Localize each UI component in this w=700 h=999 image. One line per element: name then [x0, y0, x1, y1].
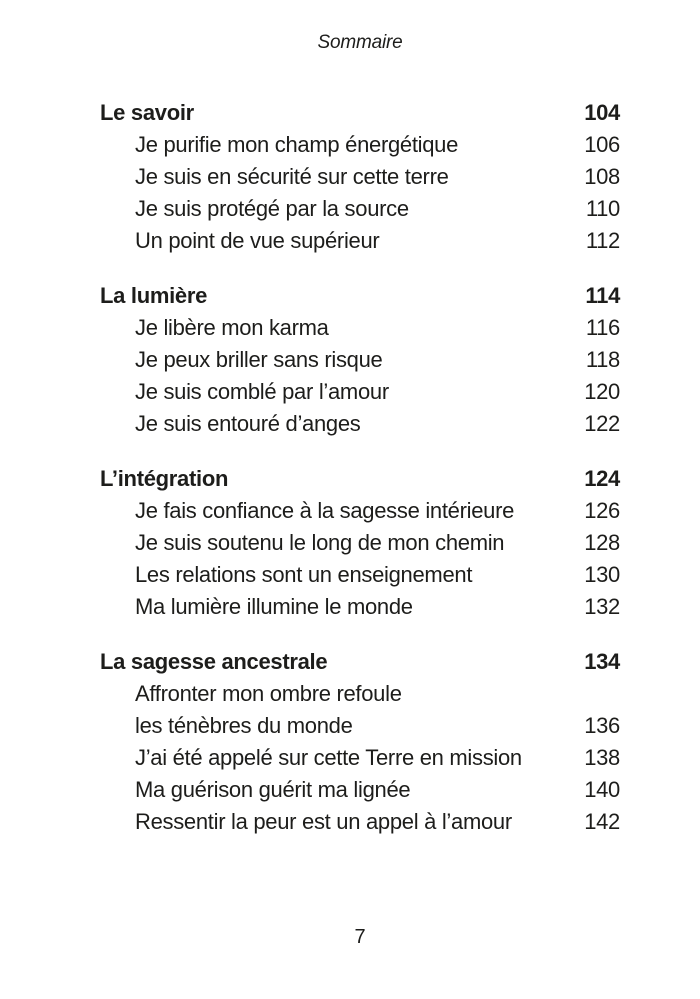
page-number: 7 [354, 926, 366, 948]
toc-entry-page: 128 [584, 530, 620, 555]
toc-entry: J’ai été appelé sur cette Terre en missi… [100, 742, 620, 774]
toc-entry-title: Ressentir la peur est un appel à l’amour [135, 809, 512, 834]
toc-entry-title: Je suis comblé par l’amour [135, 379, 389, 404]
toc-entry-title: Un point de vue supérieur [135, 228, 380, 253]
toc-entry-title: Je libère mon karma [135, 315, 329, 340]
toc-entry-title-line1: Affronter mon ombre refoule [135, 681, 402, 706]
toc-entry: Ressentir la peur est un appel à l’amour… [100, 806, 620, 838]
toc-section-title: L’intégration [100, 466, 229, 491]
toc-entry: Je suis en sécurité sur cette terre 108 [100, 161, 620, 193]
toc-section-page: 114 [585, 283, 620, 308]
toc-entry: Je libère mon karma 116 [100, 312, 620, 344]
toc-entry-title: J’ai été appelé sur cette Terre en missi… [135, 745, 522, 770]
page-title: Sommaire [317, 32, 403, 53]
toc-section-la-sagesse-ancestrale: La sagesse ancestrale 134 Affronter mon … [100, 646, 620, 838]
toc-entry-page: 112 [585, 228, 620, 253]
toc-entry: Les relations sont un enseignement 130 [100, 559, 620, 591]
toc-entry-page: 138 [584, 745, 620, 770]
toc-entry-page: 130 [584, 562, 620, 587]
toc-section-page: 104 [584, 100, 620, 125]
toc-entry: Ma guérison guérit ma lignée 140 [100, 774, 620, 806]
toc-section-le-savoir: Le savoir 104 Je purifie mon champ énerg… [100, 97, 620, 257]
toc-entry-title: Les relations sont un enseignement [135, 562, 473, 587]
toc-entry: Je purifie mon champ énergétique 106 [100, 129, 620, 161]
toc-entry-title-line2: les ténèbres du monde [135, 713, 353, 738]
toc-section-title: Le savoir [100, 100, 194, 125]
toc-entry: Un point de vue supérieur 112 [100, 225, 620, 257]
toc-entry-page: 116 [585, 315, 620, 340]
toc-entry-page: 132 [584, 594, 620, 619]
toc-section-heading: L’intégration 124 [100, 463, 620, 495]
toc-entry-page: 122 [584, 411, 620, 436]
toc-entry-page: 108 [584, 164, 620, 189]
toc-entry-title: Je suis en sécurité sur cette terre [135, 164, 449, 189]
toc-entry: Je suis protégé par la source 110 [100, 193, 620, 225]
toc-entry-page: 136 [584, 713, 620, 738]
toc-entry-page: 140 [584, 777, 620, 802]
toc-entry: Je suis comblé par l’amour 120 [100, 376, 620, 408]
toc-entry-title: Je purifie mon champ énergétique [135, 132, 459, 157]
toc-entry-title: Ma guérison guérit ma lignée [135, 777, 411, 802]
toc-entry: Je fais confiance à la sagesse intérieur… [100, 495, 620, 527]
toc-entry: Je suis soutenu le long de mon chemin 12… [100, 527, 620, 559]
toc-entry-title: Je suis protégé par la source [135, 196, 409, 221]
toc-section-l-integration: L’intégration 124 Je fais confiance à la… [100, 463, 620, 623]
toc-section-title: La lumière [100, 283, 208, 308]
toc-entry-title: Je suis entouré d’anges [135, 411, 361, 436]
toc-section-title: La sagesse ancestrale [100, 649, 328, 674]
toc-section-la-lumiere: La lumière 114 Je libère mon karma 116 J… [100, 280, 620, 440]
toc-section-heading: La sagesse ancestrale 134 [100, 646, 620, 678]
toc-entry: Ma lumière illumine le monde 132 [100, 591, 620, 623]
toc-entry-page: 126 [584, 498, 620, 523]
toc-entry-page: 120 [584, 379, 620, 404]
toc-entry-page: 110 [585, 196, 620, 221]
toc-entry-title: Je suis soutenu le long de mon chemin [135, 530, 505, 555]
toc-entry-title: Je peux briller sans risque [135, 347, 383, 372]
toc-section-page: 134 [584, 649, 620, 674]
toc-entry-page: 142 [584, 809, 620, 834]
toc-section-heading: Le savoir 104 [100, 97, 620, 129]
toc-entry-title: Ma lumière illumine le monde [135, 594, 413, 619]
toc-entry: Je suis entouré d’anges 122 [100, 408, 620, 440]
toc-entry-title: Je fais confiance à la sagesse intérieur… [135, 498, 515, 523]
toc-entry-page: 106 [584, 132, 620, 157]
toc-section-heading: La lumière 114 [100, 280, 620, 312]
toc-entry: Je peux briller sans risque 118 [100, 344, 620, 376]
toc-entry: Affronter mon ombre refoule les ténèbres… [100, 678, 620, 742]
toc-section-page: 124 [584, 466, 620, 491]
table-of-contents: Le savoir 104 Je purifie mon champ énerg… [100, 97, 620, 838]
toc-entry-page: 118 [585, 347, 620, 372]
